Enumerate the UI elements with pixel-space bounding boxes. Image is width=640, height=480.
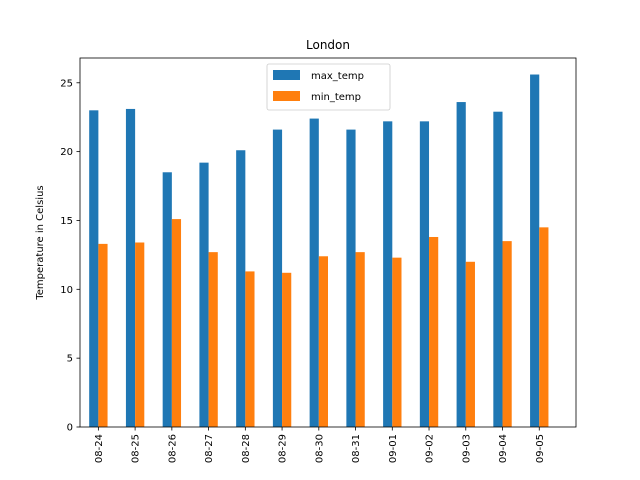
legend-swatch-min-temp (273, 91, 300, 101)
x-tick-label: 08-24 (94, 434, 105, 463)
bar-max-temp-08-31 (346, 129, 356, 427)
bar-min-temp-08-28 (245, 271, 255, 427)
legend-label-min-temp: min_temp (311, 92, 361, 103)
bar-max-temp-08-26 (162, 172, 172, 427)
bar-max-temp-08-30 (309, 118, 319, 427)
x-tick-label: 08-27 (204, 434, 215, 463)
x-tick-label: 09-04 (498, 434, 509, 463)
x-tick-label: 09-03 (461, 434, 472, 463)
bar-max-temp-08-24 (89, 110, 99, 427)
x-tick-label: 08-28 (241, 434, 252, 463)
bar-max-temp-09-05 (530, 74, 540, 428)
chart-title: London (306, 38, 350, 52)
bar-min-temp-09-02 (429, 236, 439, 427)
bar-max-temp-08-28 (236, 150, 246, 427)
bar-min-temp-08-26 (171, 219, 182, 427)
bar-min-temp-09-01 (392, 257, 402, 427)
bar-max-temp-08-25 (125, 108, 136, 427)
x-tick-label: 08-29 (278, 434, 289, 463)
y-tick-label: 10 (60, 285, 73, 296)
x-tick-label: 09-05 (535, 434, 546, 463)
x-tick-label: 08-30 (314, 434, 325, 463)
x-tick-label: 08-26 (167, 434, 178, 463)
bar-min-temp-08-25 (135, 242, 145, 427)
bar-max-temp-09-01 (383, 121, 393, 427)
y-tick-label: 5 (67, 354, 73, 365)
bar-min-temp-08-29 (282, 272, 292, 427)
bar-max-temp-08-27 (199, 162, 209, 427)
bar-min-temp-08-27 (208, 252, 218, 427)
legend-swatch-max-temp (273, 70, 300, 80)
bar-min-temp-08-31 (355, 252, 365, 427)
legend-label-max-temp: max_temp (311, 71, 364, 82)
bar-max-temp-09-04 (493, 111, 503, 427)
x-tick-label: 09-01 (388, 434, 399, 463)
y-tick-label: 15 (60, 216, 73, 227)
bar-min-temp-08-24 (98, 243, 108, 427)
x-tick-label: 08-25 (131, 434, 142, 463)
bar-max-temp-09-02 (419, 121, 430, 427)
x-axis: 08-24 08-25 08-26 08-27 08-28 08-29 08-30 08-31… (94, 427, 546, 463)
bar-min-temp-08-30 (318, 256, 328, 427)
plot-frame (79, 57, 577, 428)
bar-min-temp-09-03 (465, 261, 475, 427)
x-tick-label: 08-31 (351, 434, 362, 463)
bar-max-temp-08-29 (272, 129, 283, 427)
bar-max-temp-09-03 (456, 102, 466, 427)
y-tick-label: 25 (60, 78, 73, 89)
bar-min-temp-09-05 (539, 227, 549, 427)
y-tick-label: 20 (60, 147, 73, 158)
y-axis: 0 5 10 15 20 25 (60, 78, 80, 434)
bar-min-temp-09-04 (502, 241, 512, 427)
bars-layer (89, 74, 549, 428)
legend: max_temp min_temp (266, 63, 391, 111)
x-tick-label: 09-02 (425, 434, 436, 463)
y-axis-label: Temperature in Celsius (35, 185, 46, 300)
y-tick-label: 0 (67, 423, 73, 434)
